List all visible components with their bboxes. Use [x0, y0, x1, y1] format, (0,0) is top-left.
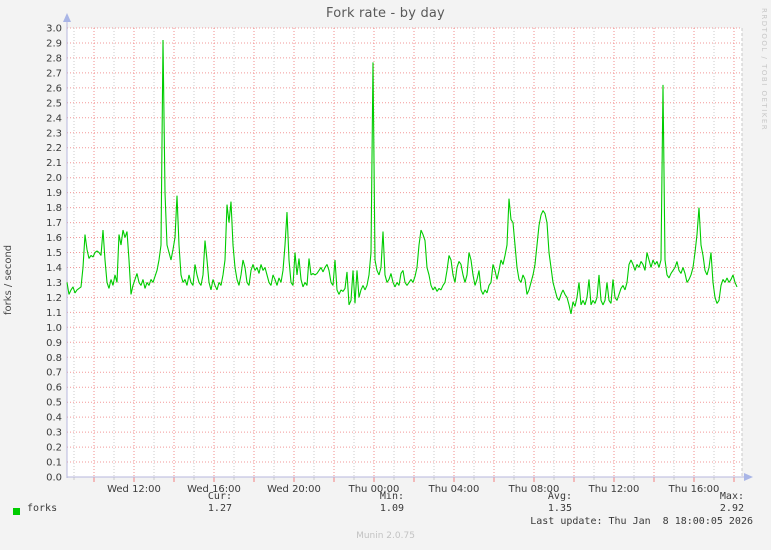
x-tick-label: Wed 12:00	[107, 484, 161, 495]
y-tick-label: 0.9	[46, 338, 62, 349]
y-tick-label: 3.0	[46, 24, 62, 35]
y-tick-label: 1.8	[46, 203, 62, 214]
x-axis-arrow-icon	[744, 473, 753, 481]
y-tick-label: 2.7	[46, 68, 62, 79]
stat-value-avg: 1.35	[547, 503, 572, 514]
y-tick-label: 1.4	[46, 263, 62, 274]
x-tick-label: Wed 16:00	[187, 484, 241, 495]
forks-series-line	[66, 39, 738, 314]
legend-label-forks: forks	[27, 503, 58, 514]
x-tick-label: Thu 04:00	[428, 484, 480, 495]
y-tick-label: 2.3	[46, 128, 62, 139]
rrdtool-watermark: RRDTOOL / TOBI OETIKER	[760, 8, 768, 132]
y-tick-label: 0.0	[46, 473, 62, 484]
y-tick-label: 0.7	[46, 368, 62, 379]
y-tick-label: 1.9	[46, 188, 62, 199]
last-update-text: Last update: Thu Jan 8 18:00:05 2026	[530, 516, 753, 527]
y-tick-label: 0.3	[46, 428, 62, 439]
y-tick-label: 0.4	[46, 413, 62, 424]
y-tick-label: 0.6	[46, 383, 62, 394]
legend-color-swatch-forks	[13, 508, 20, 515]
y-tick-label: 2.1	[46, 158, 62, 169]
y-tick-label: 1.1	[46, 308, 62, 319]
y-axis-arrow-icon	[63, 13, 71, 22]
y-tick-label: 2.6	[46, 83, 62, 94]
chart-title: Fork rate - by day	[326, 6, 445, 21]
y-tick-label: 2.0	[46, 173, 62, 184]
y-tick-label: 0.5	[46, 398, 62, 409]
stat-value-min: 1.09	[379, 503, 404, 514]
stat-value-cur: 1.27	[207, 503, 232, 514]
y-tick-label: 1.0	[46, 323, 62, 334]
stat-header-cur: Cur:	[207, 491, 232, 502]
x-tick-label: Wed 20:00	[267, 484, 321, 495]
y-tick-label: 2.5	[46, 98, 62, 109]
x-tick-label: Thu 16:00	[668, 484, 720, 495]
stat-header-avg: Avg:	[547, 491, 572, 502]
y-tick-label: 1.5	[46, 248, 62, 259]
x-tick-label: Thu 08:00	[508, 484, 560, 495]
stat-header-min: Min:	[379, 491, 404, 502]
y-tick-label: 0.2	[46, 443, 62, 454]
y-tick-label: 1.6	[46, 233, 62, 244]
y-tick-label: 2.4	[46, 113, 62, 124]
y-tick-label: 1.7	[46, 218, 62, 229]
y-tick-label: 2.9	[46, 39, 62, 50]
y-tick-label: 0.1	[46, 458, 62, 469]
y-tick-label: 0.8	[46, 353, 62, 364]
y-tick-label: 1.3	[46, 278, 62, 289]
munin-version: Munin 2.0.75	[356, 531, 415, 541]
x-tick-label: Thu 00:00	[348, 484, 400, 495]
y-tick-label: 1.2	[46, 293, 62, 304]
x-tick-label: Thu 12:00	[588, 484, 640, 495]
stat-value-max: 2.92	[719, 503, 744, 514]
y-tick-label: 2.8	[46, 53, 62, 64]
stat-header-max: Max:	[719, 491, 744, 502]
y-tick-label: 2.2	[46, 143, 62, 154]
